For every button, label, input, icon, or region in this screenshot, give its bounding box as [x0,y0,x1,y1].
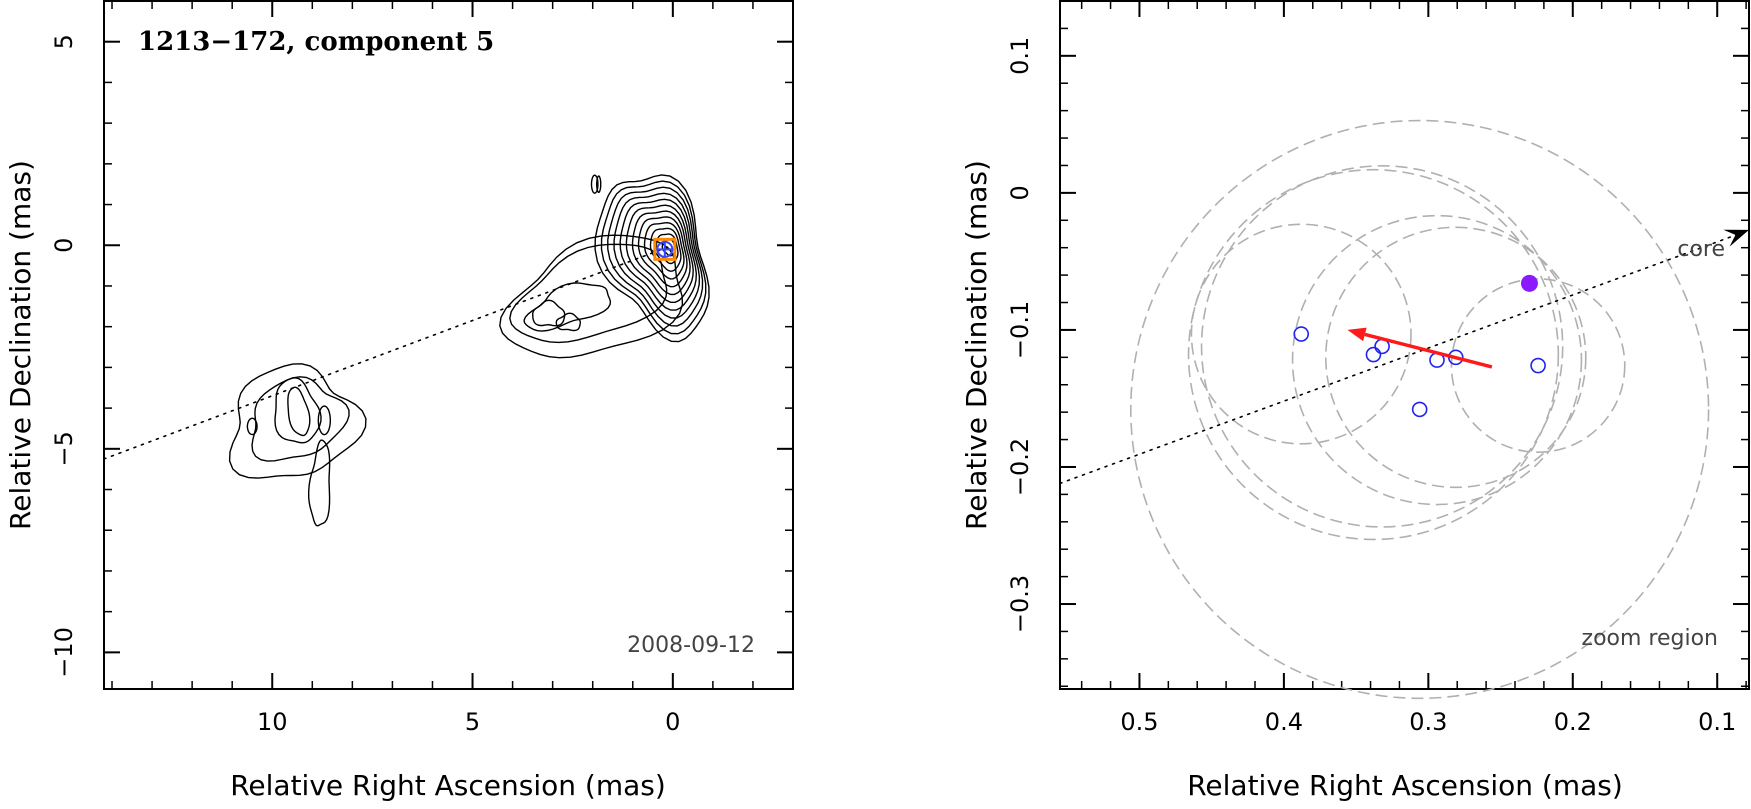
contour-line [555,312,582,332]
component-position [1365,346,1382,363]
contour-line [251,376,350,462]
component-positions [1293,326,1546,418]
jet-axis-line [103,244,674,460]
marker-box [653,237,677,261]
left-axis-ticks: 10 5 0 5 0 −5 −10 [50,0,794,736]
contour-line [600,180,707,335]
left-y-axis-label: Relative Declination (mas) [4,160,37,530]
y-tick-label: −0.2 [1006,438,1034,496]
y-tick-label: −5 [50,431,78,466]
contour-line [637,216,688,288]
contour-line [643,221,685,280]
x-tick-label: 10 [257,708,288,736]
core-arrowhead [1723,229,1749,247]
velocity-vector-head [1347,327,1367,342]
contour-line [613,192,701,319]
y-tick-label: 0 [1006,185,1034,200]
contour-line [308,439,331,527]
x-tick-label: 0.5 [1120,708,1158,736]
error-circle [1200,165,1564,528]
left-x-axis-label: Relative Right Ascension (mas) [230,769,666,802]
component-position [1411,401,1428,418]
contour-line [619,198,698,311]
left-plot-frame [103,0,794,690]
component-position [1293,326,1310,342]
y-tick-label: 5 [50,34,78,49]
contour-line [509,243,668,344]
x-tick-label: 0 [665,708,680,736]
y-tick-label: 0.1 [1006,37,1034,75]
x-tick-label: 0.2 [1554,708,1592,736]
y-tick-label: −0.1 [1006,301,1034,359]
component-position [1530,357,1546,374]
core-direction-line [1059,233,1740,485]
right-axis-ticks: 0.5 0.4 0.3 0.2 0.1 0.1 0 −0.1 −0.2 −0.3 [1006,0,1749,736]
contour-line [625,204,694,303]
error-circle [1450,278,1626,454]
x-tick-label: 0.1 [1698,708,1736,736]
error-circle [1291,214,1583,506]
core-label: core [1677,237,1725,262]
contour-line [607,186,704,327]
error-circle [1187,168,1560,541]
epoch-date-label: 2008-09-12 [627,633,755,658]
contour-line [631,210,691,296]
right-plot-frame [1059,0,1750,690]
right-y-axis-label: Relative Declination (mas) [960,160,993,530]
contour-line [523,282,612,332]
contour-line [590,174,599,194]
contour-line [317,405,331,436]
velocity-vector [1364,332,1493,369]
contour-map [228,174,710,527]
y-tick-label: −0.3 [1006,575,1034,633]
mean-position-marker [1520,274,1538,292]
contour-line [499,234,684,359]
chart-title: 1213−172, component 5 [138,27,494,57]
x-tick-label: 0.3 [1409,708,1447,736]
error-circles [1129,119,1710,700]
contour-line [596,175,602,193]
x-tick-label: 0.4 [1265,708,1303,736]
component-marker [653,237,677,261]
contour-line [594,174,710,343]
contour-line [274,377,322,444]
contour-line [228,363,367,479]
zoom-region-label: zoom region [1582,626,1718,651]
contour-line [287,386,311,437]
contour-line [655,233,679,265]
contour-line [649,227,682,272]
error-circle [1190,223,1412,445]
y-tick-label: 0 [50,238,78,253]
contour-line [531,299,566,327]
y-tick-label: −10 [50,627,78,678]
contour-line [246,417,258,436]
left-panel: 10 5 0 5 0 −5 −10 1213−172, component 5 2008-0… [4,0,794,802]
right-x-axis-label: Relative Right Ascension (mas) [1187,769,1623,802]
error-circle [1324,226,1587,489]
right-panel: 0.5 0.4 0.3 0.2 0.1 0.1 0 −0.1 −0.2 −0.3 core zoo… [960,0,1750,802]
x-tick-label: 5 [465,708,480,736]
error-circle [1129,119,1710,700]
